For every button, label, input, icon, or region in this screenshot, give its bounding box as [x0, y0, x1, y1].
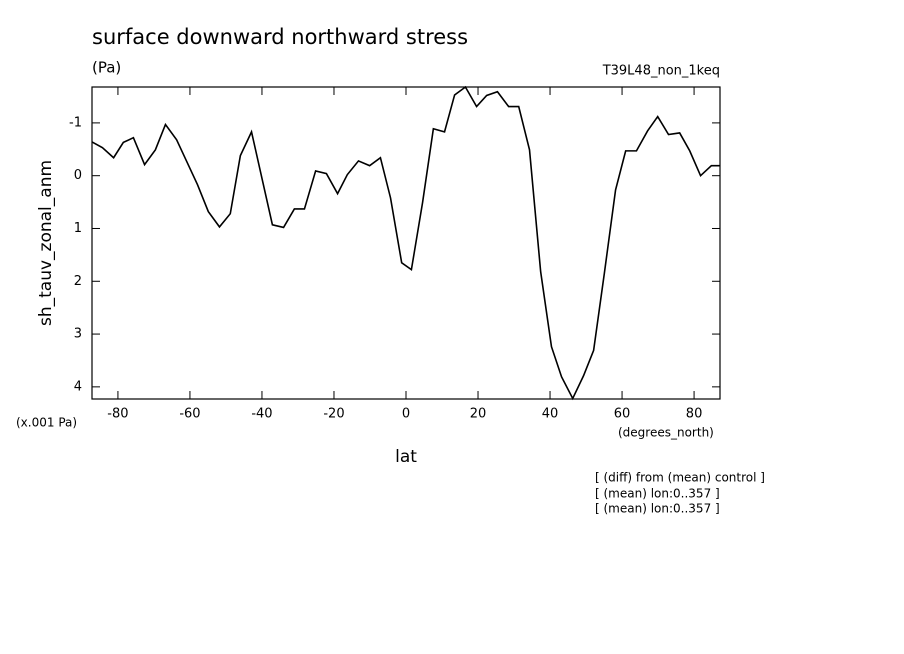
- x-tick-label: 0: [402, 407, 410, 422]
- chart-title: surface downward northward stress: [92, 25, 468, 49]
- x-units-label: (degrees_north): [618, 426, 714, 440]
- y-tick-label: 3: [74, 327, 82, 342]
- x-tick-label: -60: [179, 407, 200, 422]
- x-tick-label: 80: [686, 407, 703, 422]
- y-scale-label: (x.001 Pa): [16, 416, 77, 430]
- y-tick-label: 0: [74, 168, 82, 183]
- x-tick-label: -80: [107, 407, 128, 422]
- y-tick-label: -1: [69, 115, 82, 130]
- x-axis-label: lat: [395, 447, 417, 467]
- x-tick-label: 20: [470, 407, 487, 422]
- plot-frame: [91, 86, 721, 400]
- y-axis-label: sh_tauv_zonal_anm: [36, 160, 56, 326]
- note: [ (diff) from (mean) control ]: [595, 471, 765, 485]
- y-tick-label: 2: [74, 274, 82, 289]
- data-line: [91, 85, 720, 401]
- note: [ (mean) lon:0..357 ]: [595, 502, 720, 516]
- x-tick-label: -20: [323, 407, 344, 422]
- run-label: T39L48_non_1keq: [602, 64, 720, 79]
- subtitle: (Pa): [92, 59, 121, 77]
- x-tick-label: 40: [542, 407, 559, 422]
- x-tick-label: 60: [614, 407, 631, 422]
- y-tick-label: 1: [74, 221, 82, 236]
- y-tick-label: 4: [74, 379, 82, 394]
- x-tick-label: -40: [251, 407, 272, 422]
- note: [ (mean) lon:0..357 ]: [595, 487, 720, 501]
